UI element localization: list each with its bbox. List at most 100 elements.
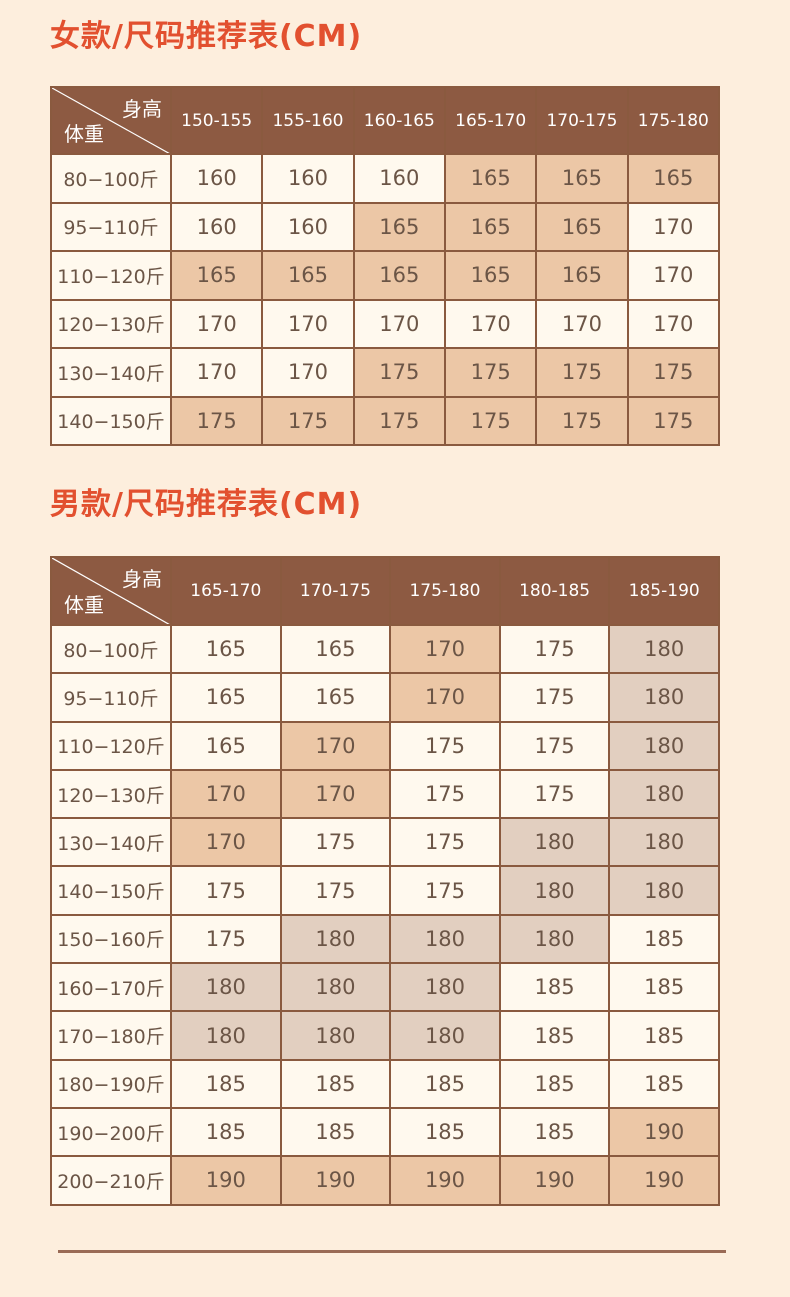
men-weight-row-header: 150−160斤	[50, 913, 172, 965]
women-size-cell: 165	[261, 250, 355, 301]
women-size-cell: 175	[261, 395, 355, 446]
men-table-row: 150−160斤 175 180 180 180 185	[50, 913, 720, 965]
women-size-cell: 165	[352, 250, 446, 301]
men-size-cell: 180	[279, 1010, 392, 1061]
men-size-cell: 175	[279, 817, 392, 868]
men-table-row: 95−110斤 165 165 170 175 180	[50, 672, 720, 723]
men-size-cell: 180	[608, 817, 720, 868]
men-size-cell: 175	[389, 720, 501, 771]
men-size-cell: 180	[498, 865, 611, 916]
men-size-cell: 185	[498, 962, 611, 1013]
men-table-row: 120−130斤 170 170 175 175 180	[50, 768, 720, 820]
men-size-cell: 185	[279, 1106, 392, 1158]
women-height-column-header: 170-175	[535, 86, 629, 155]
women-size-cell: 170	[352, 298, 446, 349]
men-size-cell: 180	[389, 962, 501, 1013]
men-size-cell: 180	[608, 865, 720, 916]
men-size-cell: 165	[279, 623, 392, 675]
men-size-cell: 175	[170, 913, 282, 965]
women-size-cell: 165	[443, 201, 538, 252]
women-size-cell: 160	[169, 201, 264, 252]
men-size-cell: 170	[279, 768, 392, 820]
women-size-cell: 170	[169, 298, 264, 349]
women-weight-row-header: 140−150斤	[50, 395, 172, 446]
men-size-cell: 180	[279, 962, 392, 1013]
women-size-cell: 175	[443, 395, 538, 446]
women-size-cell: 170	[535, 298, 629, 349]
women-weight-row-header: 130−140斤	[50, 347, 172, 398]
bottom-divider	[58, 1250, 726, 1253]
men-corner-cell: 身高 体重	[50, 556, 172, 626]
women-corner-height-label: 身高	[122, 97, 162, 121]
men-size-title: 男款/尺码推荐表(CM)	[50, 487, 363, 522]
men-corner-weight-label: 体重	[64, 593, 104, 617]
men-size-cell: 175	[498, 672, 611, 723]
women-size-cell: 170	[443, 298, 538, 349]
women-size-cell: 165	[352, 201, 446, 252]
men-weight-row-header: 200−210斤	[50, 1155, 172, 1206]
men-size-cell: 185	[279, 1058, 392, 1109]
men-size-cell: 170	[279, 720, 392, 771]
women-size-title: 女款/尺码推荐表(CM)	[50, 19, 363, 54]
men-table-row: 110−120斤 165 170 175 175 180	[50, 720, 720, 771]
diagonal-divider	[53, 89, 168, 152]
men-size-cell: 175	[389, 768, 501, 820]
men-size-cell: 175	[279, 865, 392, 916]
women-size-cell: 160	[169, 153, 264, 204]
men-weight-row-header: 160−170斤	[50, 962, 172, 1013]
women-size-cell: 165	[535, 250, 629, 301]
men-size-cell: 180	[170, 1010, 282, 1061]
men-size-cell: 185	[170, 1106, 282, 1158]
men-size-cell: 190	[279, 1155, 392, 1206]
men-size-cell: 185	[608, 962, 720, 1013]
women-size-cell: 175	[352, 347, 446, 398]
men-size-cell: 180	[608, 672, 720, 723]
women-size-cell: 165	[535, 201, 629, 252]
women-height-column-header: 150-155	[169, 86, 264, 155]
men-size-cell: 185	[608, 1010, 720, 1061]
women-size-cell: 160	[261, 201, 355, 252]
women-size-cell: 160	[352, 153, 446, 204]
men-size-cell: 175	[498, 720, 611, 771]
men-size-cell: 170	[389, 623, 501, 675]
women-corner-cell: 身高 体重	[50, 86, 172, 155]
men-size-cell: 165	[279, 672, 392, 723]
men-size-cell: 185	[498, 1106, 611, 1158]
women-header-row: 身高 体重 150-155 155-160 160-165 165-170 170-175 1…	[50, 86, 721, 155]
men-size-cell: 190	[608, 1106, 720, 1158]
men-height-column-header: 170-175	[279, 556, 392, 626]
women-size-cell: 175	[626, 347, 721, 398]
men-size-cell: 180	[498, 817, 611, 868]
women-table-row: 120−130斤 170 170 170 170 170 170	[50, 298, 721, 349]
men-height-column-header: 165-170	[170, 556, 282, 626]
men-table-row: 160−170斤 180 180 180 185 185	[50, 962, 720, 1013]
men-size-cell: 185	[498, 1058, 611, 1109]
men-size-cell: 175	[389, 865, 501, 916]
women-weight-row-header: 80−100斤	[50, 153, 172, 204]
men-table-row: 190−200斤 185 185 185 185 190	[50, 1106, 720, 1158]
men-size-cell: 185	[389, 1106, 501, 1158]
women-size-cell: 165	[443, 153, 538, 204]
men-weight-row-header: 190−200斤	[50, 1106, 172, 1158]
men-size-cell: 185	[608, 913, 720, 965]
men-table-row: 170−180斤 180 180 180 185 185	[50, 1010, 720, 1061]
men-size-cell: 170	[170, 817, 282, 868]
women-size-cell: 170	[261, 298, 355, 349]
men-size-cell: 165	[170, 672, 282, 723]
men-size-cell: 175	[498, 768, 611, 820]
women-corner-weight-label: 体重	[64, 122, 104, 146]
women-size-cell: 175	[443, 347, 538, 398]
women-size-cell: 160	[261, 153, 355, 204]
men-weight-row-header: 110−120斤	[50, 720, 172, 771]
women-size-cell: 170	[626, 201, 721, 252]
women-table-row: 80−100斤 160 160 160 165 165 165	[50, 153, 721, 204]
men-size-cell: 190	[170, 1155, 282, 1206]
men-size-cell: 180	[170, 962, 282, 1013]
women-size-table: 身高 体重 150-155 155-160 160-165 165-170 170-175 1…	[50, 86, 721, 446]
men-size-cell: 190	[608, 1155, 720, 1206]
men-weight-row-header: 80−100斤	[50, 623, 172, 675]
women-weight-row-header: 95−110斤	[50, 201, 172, 252]
men-weight-row-header: 180−190斤	[50, 1058, 172, 1109]
women-size-cell: 170	[169, 347, 264, 398]
men-height-column-header: 180-185	[498, 556, 611, 626]
